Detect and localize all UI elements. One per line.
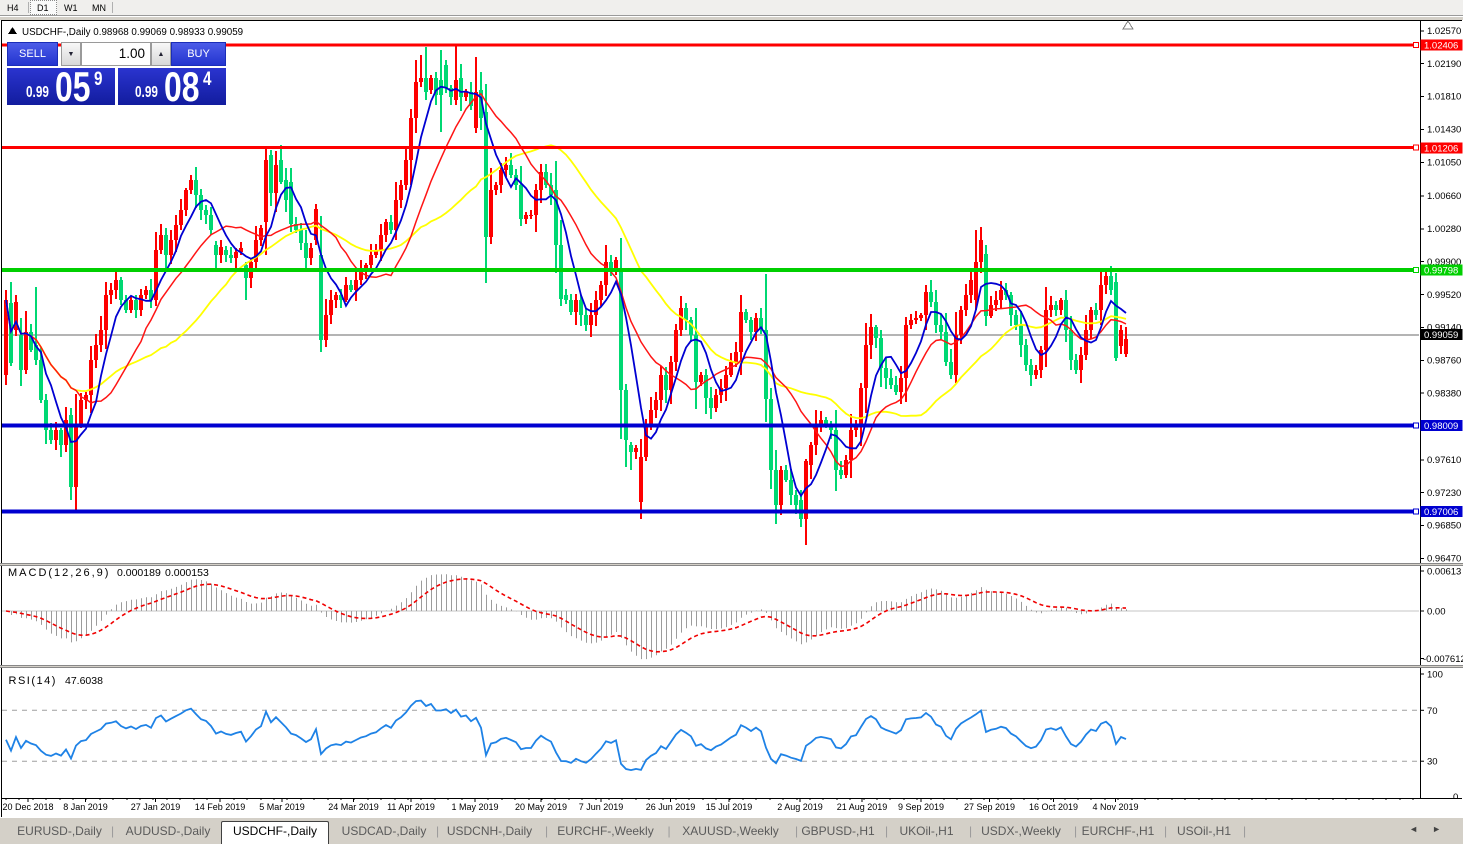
- svg-text:100: 100: [1427, 670, 1443, 681]
- svg-text:20 May 2019: 20 May 2019: [515, 802, 567, 812]
- svg-text:RSI(14): RSI(14): [9, 675, 57, 687]
- svg-text:1.01430: 1.01430: [1427, 125, 1461, 136]
- svg-text:USDCHF-,Daily 0.98968 0.99069: USDCHF-,Daily 0.98968 0.99069 0.98933 0.…: [22, 27, 243, 38]
- svg-text:0.98380: 0.98380: [1427, 388, 1461, 399]
- svg-text:0.97006: 0.97006: [1424, 507, 1458, 518]
- svg-text:5 Mar 2019: 5 Mar 2019: [259, 802, 305, 812]
- svg-text:0.00613: 0.00613: [1427, 567, 1461, 578]
- svg-text:47.6038: 47.6038: [65, 675, 103, 687]
- svg-text:24 Mar 2019: 24 Mar 2019: [328, 802, 379, 812]
- svg-text:1.02190: 1.02190: [1427, 59, 1461, 70]
- svg-text:0.96470: 0.96470: [1427, 554, 1461, 565]
- svg-text:MACD(12,26,9): MACD(12,26,9): [8, 567, 110, 579]
- svg-text:0.97230: 0.97230: [1427, 488, 1461, 499]
- svg-text:0: 0: [1453, 792, 1458, 798]
- svg-text:1.02570: 1.02570: [1427, 26, 1461, 37]
- svg-text:0.99520: 0.99520: [1427, 290, 1461, 301]
- svg-text:1.01206: 1.01206: [1424, 144, 1458, 155]
- svg-text:0.98760: 0.98760: [1427, 356, 1461, 367]
- svg-text:0.97610: 0.97610: [1427, 455, 1461, 466]
- svg-text:11 Apr 2019: 11 Apr 2019: [387, 802, 435, 812]
- svg-text:0.99798: 0.99798: [1424, 266, 1458, 277]
- svg-text:0.99900: 0.99900: [1427, 257, 1461, 268]
- svg-text:0.00: 0.00: [1427, 607, 1446, 618]
- svg-text:0.99140: 0.99140: [1427, 323, 1461, 334]
- svg-text:8 Jan 2019: 8 Jan 2019: [63, 802, 108, 812]
- svg-text:0.96850: 0.96850: [1427, 521, 1461, 532]
- svg-text:15 Jul 2019: 15 Jul 2019: [706, 802, 753, 812]
- svg-text:21 Aug 2019: 21 Aug 2019: [837, 802, 888, 812]
- svg-text:16 Oct 2019: 16 Oct 2019: [1029, 802, 1078, 812]
- svg-text:1.01810: 1.01810: [1427, 92, 1461, 103]
- svg-text:0.000189: 0.000189: [117, 567, 161, 579]
- svg-text:9 Sep 2019: 9 Sep 2019: [898, 802, 944, 812]
- svg-text:2 Aug 2019: 2 Aug 2019: [777, 802, 823, 812]
- svg-text:4 Nov 2019: 4 Nov 2019: [1092, 802, 1138, 812]
- svg-text:1.00660: 1.00660: [1427, 191, 1461, 202]
- svg-text:27 Sep 2019: 27 Sep 2019: [964, 802, 1015, 812]
- svg-text:27 Jan 2019: 27 Jan 2019: [131, 802, 181, 812]
- svg-text:0.99059: 0.99059: [1424, 330, 1458, 341]
- svg-text:1 May 2019: 1 May 2019: [451, 802, 498, 812]
- svg-text:70: 70: [1427, 706, 1438, 717]
- svg-text:1.01050: 1.01050: [1427, 158, 1461, 169]
- svg-text:0.000153: 0.000153: [165, 567, 209, 579]
- svg-text:-0.007612: -0.007612: [1423, 654, 1463, 665]
- svg-text:1.02406: 1.02406: [1424, 41, 1458, 52]
- svg-text:0.98009: 0.98009: [1424, 421, 1458, 432]
- svg-text:1.00280: 1.00280: [1427, 224, 1461, 235]
- svg-text:30: 30: [1427, 757, 1438, 768]
- svg-text:7 Jun 2019: 7 Jun 2019: [579, 802, 624, 812]
- svg-text:20 Dec 2018: 20 Dec 2018: [2, 802, 53, 812]
- svg-text:26 Jun 2019: 26 Jun 2019: [646, 802, 696, 812]
- svg-text:14 Feb 2019: 14 Feb 2019: [195, 802, 246, 812]
